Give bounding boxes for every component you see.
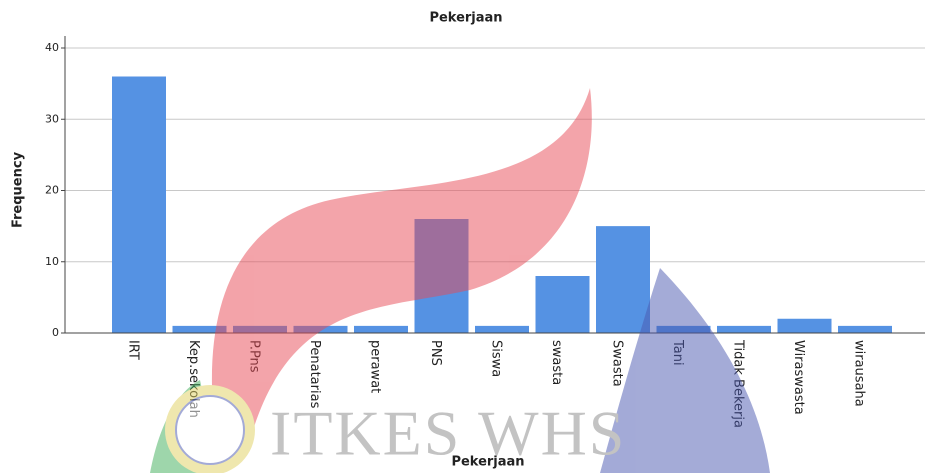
x-tick-label: PNS [428, 340, 443, 366]
bar [778, 319, 832, 333]
watermark: ITKES WHS [150, 88, 770, 473]
bar [354, 326, 408, 333]
x-axis-label: Pekerjaan [451, 455, 524, 470]
y-tick-label: 30 [45, 112, 59, 125]
watermark-text: ITKES WHS [270, 398, 626, 469]
x-tick-label: Siswa [489, 340, 504, 377]
y-axis-label: Frequency [11, 151, 26, 228]
y-tick-label: 10 [45, 255, 59, 268]
y-tick-label: 20 [45, 184, 59, 197]
x-tick-label: perawat [368, 340, 383, 393]
x-tick-label: IRT [126, 340, 141, 360]
y-tick-label: 0 [52, 326, 59, 339]
y-tick-label: 40 [45, 41, 59, 54]
bar [596, 226, 650, 333]
watermark-red [212, 88, 592, 440]
x-tick-label: swasta [549, 340, 564, 385]
x-tick-label: wirausaha [852, 340, 867, 407]
chart: Pekerjaan Frequency 010203040IRTKep.seko… [0, 0, 929, 473]
bar [475, 326, 529, 333]
bar [717, 326, 771, 333]
bar [838, 326, 892, 333]
page: Pekerjaan Frequency 010203040IRTKep.seko… [0, 0, 929, 473]
x-tick-label: Swasta [610, 340, 625, 387]
bar [112, 77, 166, 334]
bar [536, 276, 590, 333]
watermark-logo-inner [176, 396, 244, 464]
chart-title: Pekerjaan [429, 11, 502, 26]
x-tick-label: Wiraswasta [791, 340, 806, 415]
